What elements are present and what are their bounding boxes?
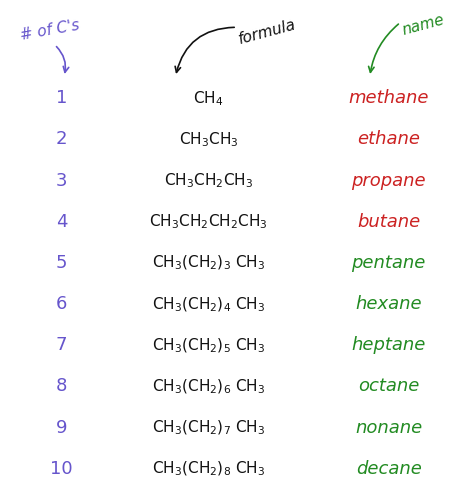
Text: 6: 6 [56,295,67,313]
Text: # of C's: # of C's [19,17,81,43]
Text: CH$_3$(CH$_2$)$_5$ CH$_3$: CH$_3$(CH$_2$)$_5$ CH$_3$ [152,336,265,355]
Text: CH$_3$CH$_2$CH$_3$: CH$_3$CH$_2$CH$_3$ [164,172,253,190]
Text: 2: 2 [56,130,67,148]
Text: propane: propane [351,172,426,189]
Text: CH$_3$(CH$_2$)$_4$ CH$_3$: CH$_3$(CH$_2$)$_4$ CH$_3$ [152,295,265,313]
Text: methane: methane [348,89,429,107]
Text: heptane: heptane [352,336,426,354]
Text: nonane: nonane [355,419,422,436]
Text: CH$_3$CH$_3$: CH$_3$CH$_3$ [179,130,238,149]
Text: CH$_3$(CH$_2$)$_3$ CH$_3$: CH$_3$(CH$_2$)$_3$ CH$_3$ [152,254,265,272]
Text: 8: 8 [56,377,67,395]
Text: 1: 1 [56,89,67,107]
Text: 7: 7 [56,336,67,354]
Text: ethane: ethane [357,130,420,148]
Text: CH$_4$: CH$_4$ [193,89,224,108]
Text: formula: formula [237,17,298,47]
Text: 3: 3 [56,172,67,189]
Text: CH$_3$CH$_2$CH$_2$CH$_3$: CH$_3$CH$_2$CH$_2$CH$_3$ [149,213,268,232]
Text: 4: 4 [56,213,67,231]
Text: butane: butane [357,213,420,231]
Text: hexane: hexane [356,295,422,313]
Text: name: name [401,12,446,38]
Text: 5: 5 [56,254,67,272]
Text: octane: octane [358,377,419,395]
Text: decane: decane [356,460,421,478]
Text: CH$_3$(CH$_2$)$_7$ CH$_3$: CH$_3$(CH$_2$)$_7$ CH$_3$ [152,419,265,437]
Text: pentane: pentane [352,254,426,272]
Text: 10: 10 [50,460,73,478]
Text: CH$_3$(CH$_2$)$_8$ CH$_3$: CH$_3$(CH$_2$)$_8$ CH$_3$ [152,460,265,478]
Text: CH$_3$(CH$_2$)$_6$ CH$_3$: CH$_3$(CH$_2$)$_6$ CH$_3$ [152,377,265,396]
Text: 9: 9 [56,419,67,436]
